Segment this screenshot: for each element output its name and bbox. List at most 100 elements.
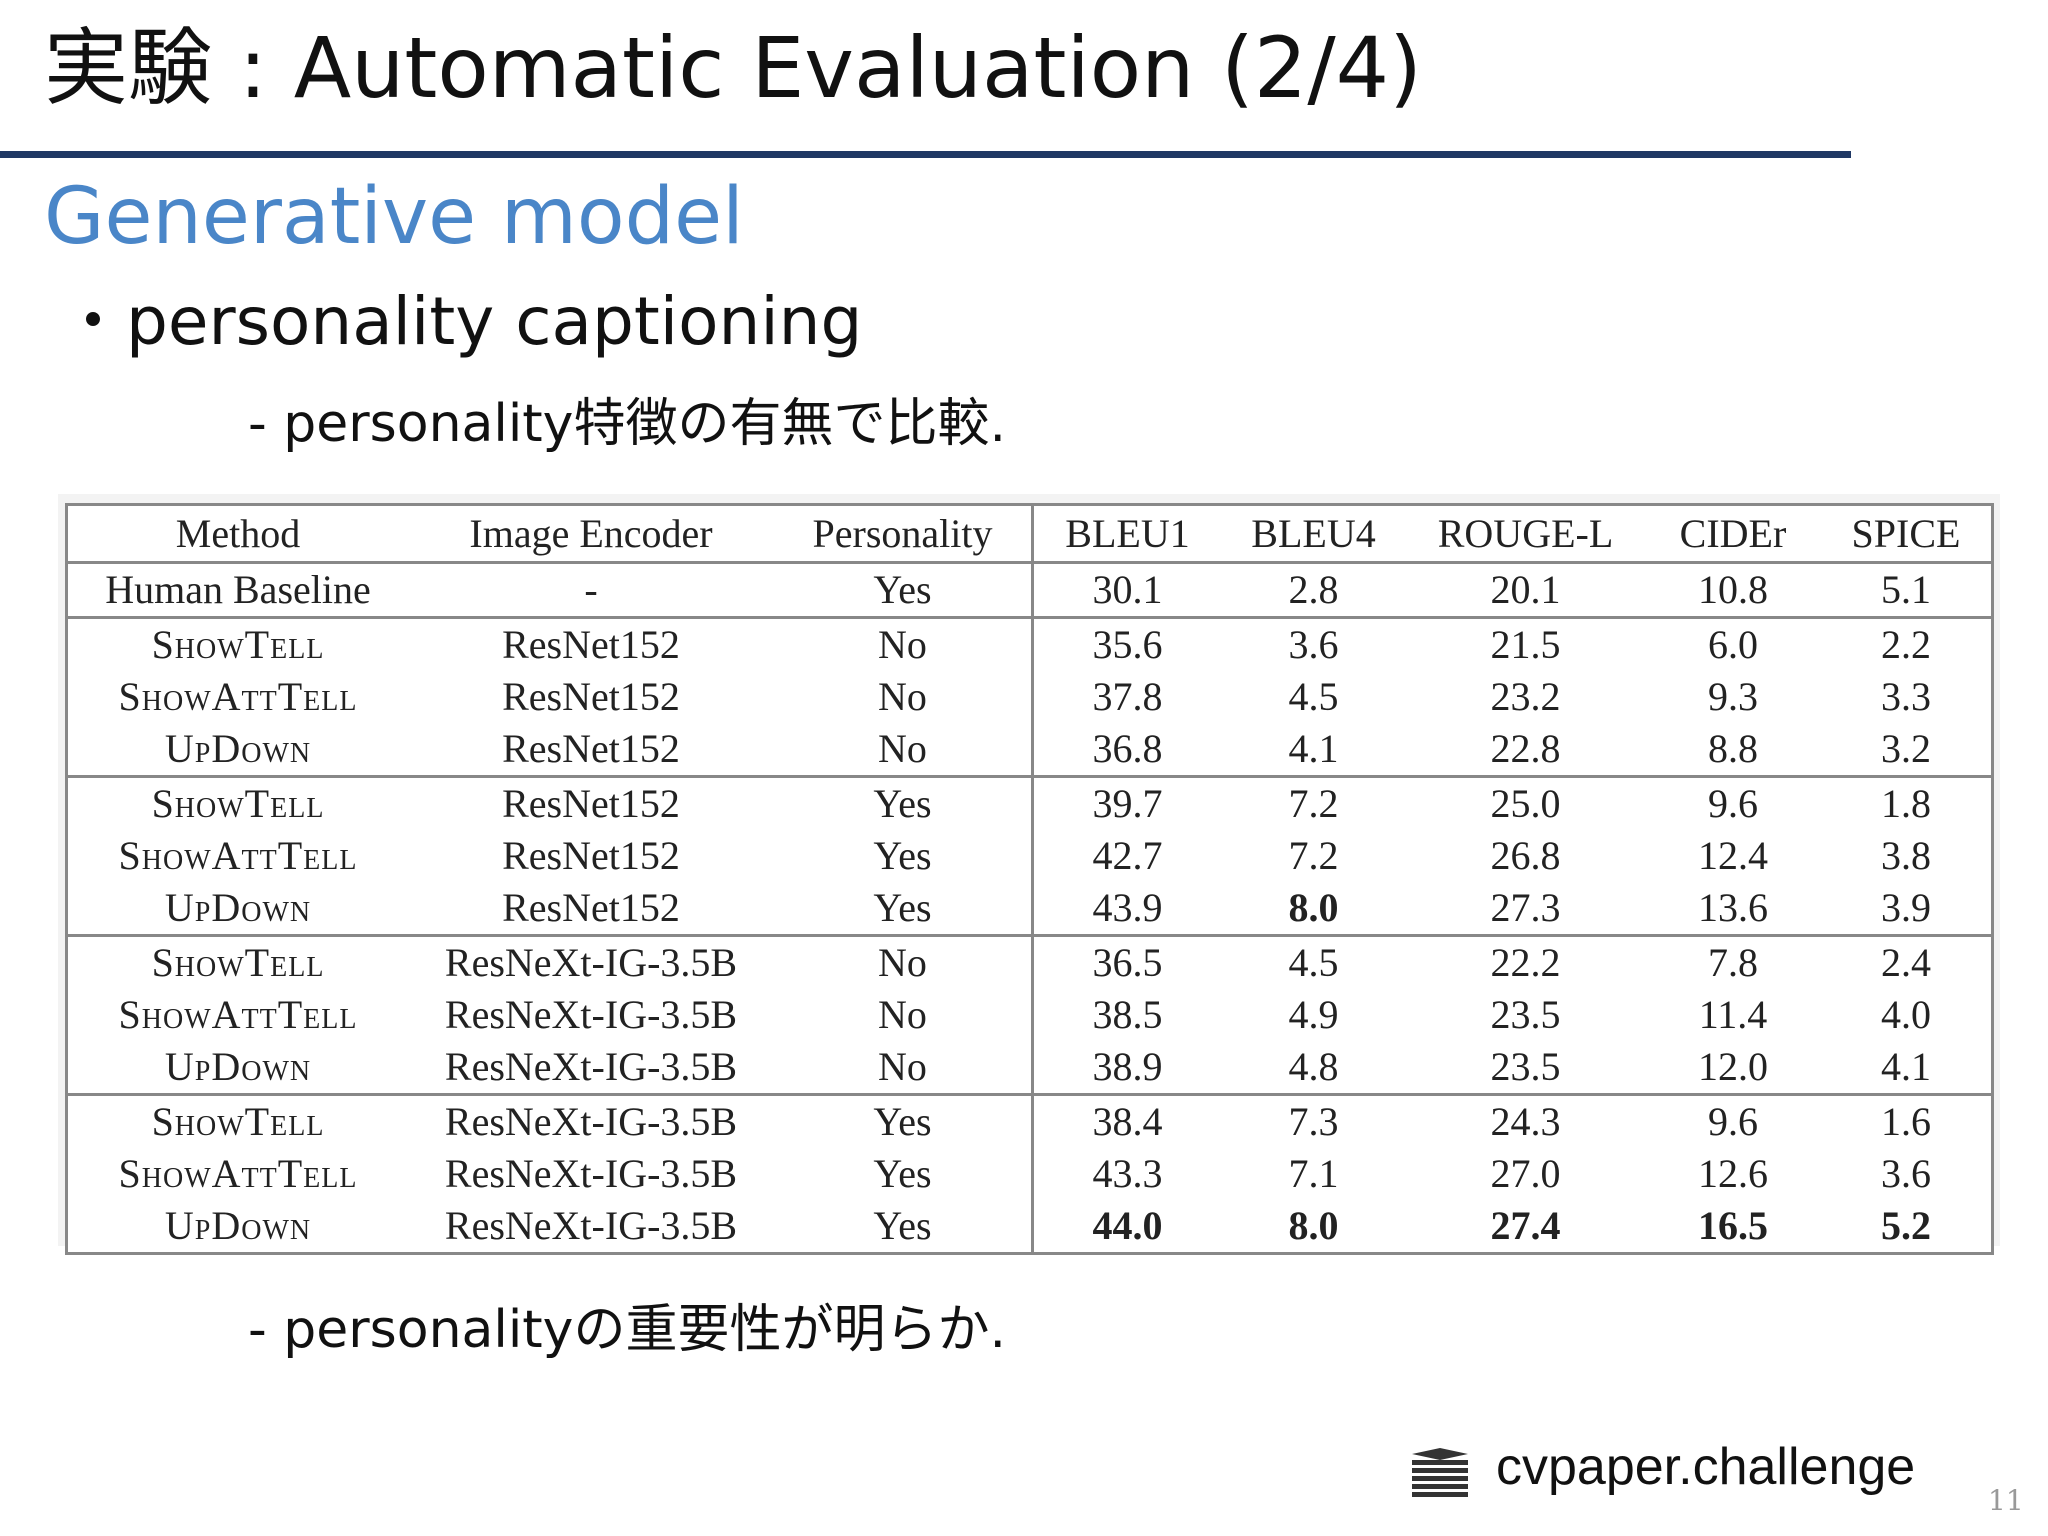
table-cell: UpDown	[164, 885, 312, 930]
table-cell: ShowAttTell	[118, 992, 358, 1037]
table-cell: 30.1	[1092, 567, 1163, 612]
table-cell: 44.0	[1092, 1203, 1163, 1248]
table-cell: ResNet152	[502, 622, 680, 667]
table-cell: 25.0	[1490, 781, 1561, 826]
table-cell: 4.1	[1881, 1044, 1931, 1089]
table-cell: 3.3	[1881, 674, 1931, 719]
table-cell: 3.2	[1881, 726, 1931, 771]
table-cell: 35.6	[1092, 622, 1163, 667]
table-cell: 5.2	[1881, 1203, 1931, 1248]
header-row: Method Image Encoder Personality BLEU1 BLEU4…	[66, 504, 1993, 563]
table-cell: ResNeXt-IG-3.5B	[444, 1203, 738, 1248]
table-cell: 3.6	[1881, 1151, 1931, 1196]
column-header: Method	[175, 510, 301, 556]
table-cell: 16.5	[1698, 1203, 1768, 1248]
table-cell: Yes	[774, 776, 1034, 830]
table-cell: ResNet152	[502, 833, 680, 878]
table-cell: 6.0	[1708, 622, 1758, 667]
table-cell: 26.8	[1490, 833, 1561, 878]
table-cell: 8.0	[1288, 1203, 1339, 1248]
table-cell: UpDown	[164, 1044, 312, 1089]
table-cell: ResNet152	[502, 726, 680, 771]
table-cell: UpDown	[164, 726, 312, 771]
table-cell: 37.8	[1092, 674, 1163, 719]
table-cell: ShowAttTell	[118, 1151, 358, 1196]
column-header: ROUGE-L	[1437, 510, 1614, 556]
table-row: UpDown ResNeXt-IG-3.5B No 38.9 4.8 23.5 12.0 4.…	[66, 1041, 1993, 1095]
table-cell: 43.9	[1092, 885, 1163, 930]
table-cell: 38.5	[1092, 992, 1163, 1037]
table-cell: No	[774, 989, 1034, 1041]
table-cell: ResNeXt-IG-3.5B	[444, 1099, 738, 1144]
sub-bullet: - personality特徴の有無で比較.	[248, 394, 1006, 454]
table-cell: 4.0	[1881, 992, 1931, 1037]
table-cell: 2.2	[1881, 622, 1931, 667]
table-row: UpDown ResNet152 No 36.8 4.1 22.8 8.8 3.2	[66, 723, 1993, 777]
table-cell: No	[774, 671, 1034, 723]
table-row: ShowTell ResNeXt-IG-3.5B Yes 38.4 7.3 24.3 9.6…	[67, 1094, 1993, 1148]
table-cell: 27.4	[1490, 1203, 1561, 1248]
table-row: ShowTell ResNet152 Yes 39.7 7.2 25.0 9.6 1.8	[67, 776, 1993, 830]
table-cell: 8.8	[1708, 726, 1758, 771]
table-cell: Human Baseline	[105, 567, 371, 612]
column-header: Personality	[774, 504, 1034, 563]
table-cell: 13.6	[1698, 885, 1768, 930]
table-cell: 22.2	[1490, 940, 1561, 985]
table-row: Human Baseline - Yes 30.1 2.8 20.1 10.8 5.1	[66, 562, 1993, 618]
table-cell: 21.5	[1490, 622, 1561, 667]
table-cell: 20.1	[1490, 567, 1561, 612]
table-cell: 9.6	[1708, 1099, 1758, 1144]
table-cell: ResNeXt-IG-3.5B	[444, 1044, 738, 1089]
results-table: Method Image Encoder Personality BLEU1 BLEU4…	[65, 503, 1994, 1255]
table-cell: 27.3	[1490, 885, 1561, 930]
table-cell: 36.8	[1092, 726, 1163, 771]
table-cell: ShowAttTell	[118, 833, 358, 878]
table-cell: 22.8	[1490, 726, 1561, 771]
table-cell: 43.3	[1092, 1151, 1163, 1196]
table-row: ShowAttTell ResNeXt-IG-3.5B Yes 43.3 7.1 27.0…	[67, 1148, 1993, 1200]
table-cell: 8.0	[1288, 885, 1339, 930]
table-cell: 2.8	[1288, 567, 1339, 612]
conclusion: - personalityの重要性が明らか.	[248, 1300, 1006, 1360]
table-cell: 7.3	[1288, 1099, 1339, 1144]
table-cell: 39.7	[1092, 781, 1163, 826]
table-cell: No	[774, 617, 1034, 671]
table-cell: Yes	[774, 1094, 1034, 1148]
table-cell: 12.4	[1698, 833, 1768, 878]
table-cell: ResNeXt-IG-3.5B	[444, 940, 738, 985]
table-row: UpDown ResNet152 Yes 43.9 8.0 27.3 13.6 3.9	[66, 882, 1993, 936]
column-header: CIDEr	[1679, 510, 1787, 556]
table-cell: ResNet152	[502, 674, 680, 719]
table-cell: 3.8	[1881, 833, 1931, 878]
table-cell: ShowTell	[151, 781, 325, 826]
table-cell: 12.6	[1698, 1151, 1768, 1196]
table-cell: ShowTell	[151, 940, 325, 985]
table-cell: 23.5	[1490, 1044, 1561, 1089]
table-row: ShowTell ResNet152 No 35.6 3.6 21.5 6.0 2.2	[67, 617, 1993, 671]
table-cell: ResNet152	[502, 885, 680, 930]
table-cell: 4.9	[1288, 992, 1339, 1037]
column-header: SPICE	[1851, 510, 1961, 556]
logo-text: cvpaper.challenge	[1496, 1438, 1916, 1496]
table-row: ShowAttTell ResNet152 No 37.8 4.5 23.2 9.3 3.3	[67, 671, 1993, 723]
bullet: ・personality captioning	[60, 283, 863, 360]
table-cell: 11.4	[1698, 992, 1768, 1037]
table-cell: 1.6	[1881, 1099, 1931, 1144]
table-cell: 7.8	[1708, 940, 1758, 985]
table-cell: 9.3	[1708, 674, 1758, 719]
column-header: BLEU4	[1251, 510, 1376, 556]
column-header: Image Encoder	[469, 510, 713, 556]
table-cell: 24.3	[1490, 1099, 1561, 1144]
table-cell: ResNeXt-IG-3.5B	[444, 1151, 738, 1196]
table-cell: 3.6	[1288, 622, 1339, 667]
bullet-text: personality captioning	[126, 283, 863, 360]
table-cell: Yes	[774, 562, 1034, 618]
section-title: Generative model	[44, 172, 744, 262]
table-cell: No	[774, 723, 1034, 777]
table-cell: 42.7	[1092, 833, 1163, 878]
table-cell: ShowAttTell	[118, 674, 358, 719]
table-cell: UpDown	[164, 1203, 312, 1248]
column-header: BLEU1	[1065, 510, 1190, 556]
table-cell: 23.2	[1490, 674, 1561, 719]
